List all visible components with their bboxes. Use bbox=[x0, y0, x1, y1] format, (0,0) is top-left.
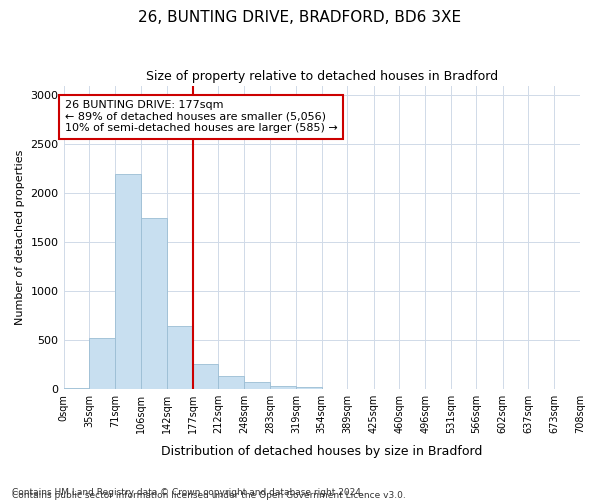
X-axis label: Distribution of detached houses by size in Bradford: Distribution of detached houses by size … bbox=[161, 444, 482, 458]
Bar bbox=[141, 218, 167, 389]
Bar bbox=[64, 388, 89, 389]
Bar bbox=[193, 364, 218, 389]
Text: Contains public sector information licensed under the Open Government Licence v3: Contains public sector information licen… bbox=[12, 491, 406, 500]
Text: Contains HM Land Registry data © Crown copyright and database right 2024.: Contains HM Land Registry data © Crown c… bbox=[12, 488, 364, 497]
Bar bbox=[115, 174, 141, 389]
Text: 26, BUNTING DRIVE, BRADFORD, BD6 3XE: 26, BUNTING DRIVE, BRADFORD, BD6 3XE bbox=[139, 10, 461, 25]
Y-axis label: Number of detached properties: Number of detached properties bbox=[15, 150, 25, 325]
Bar bbox=[244, 382, 270, 389]
Bar bbox=[89, 338, 115, 389]
Bar bbox=[296, 387, 322, 389]
Title: Size of property relative to detached houses in Bradford: Size of property relative to detached ho… bbox=[146, 70, 498, 83]
Bar bbox=[167, 326, 193, 389]
Bar bbox=[270, 386, 296, 389]
Text: 26 BUNTING DRIVE: 177sqm
← 89% of detached houses are smaller (5,056)
10% of sem: 26 BUNTING DRIVE: 177sqm ← 89% of detach… bbox=[65, 100, 338, 134]
Bar bbox=[218, 376, 244, 389]
